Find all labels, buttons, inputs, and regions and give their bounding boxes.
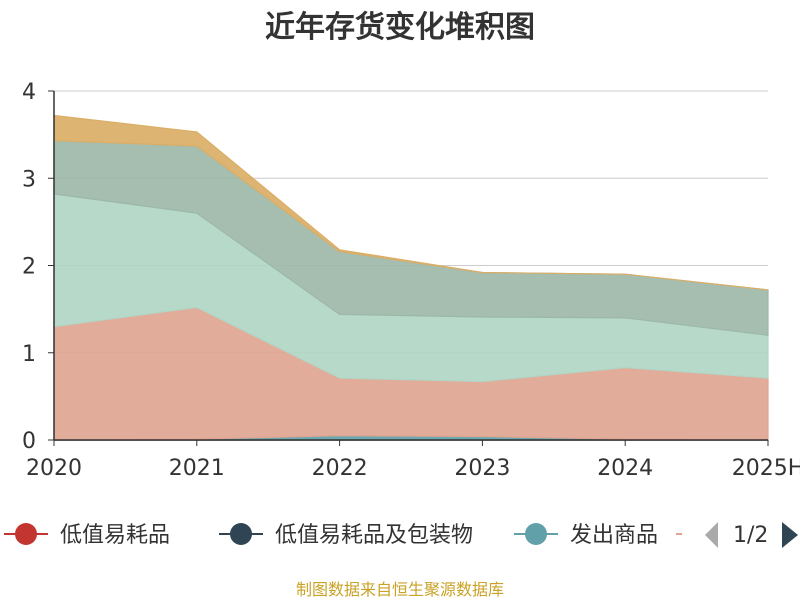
y-tick-label: 3 bbox=[22, 167, 36, 192]
series-area-7 bbox=[53, 114, 769, 291]
y-tick-label: 4 bbox=[22, 80, 36, 105]
legend: 低值易耗品 低值易耗品及包装物 发出商品 bbox=[4, 523, 682, 548]
legend-item: 低值易耗品及包装物 bbox=[219, 523, 473, 548]
legend-item: 低值易耗品 bbox=[4, 523, 170, 548]
legend-label: 发出商品 bbox=[570, 523, 658, 548]
x-tick-label: 2025H bbox=[732, 456, 800, 481]
legend-page-indicator: 1/2 bbox=[733, 523, 768, 548]
x-tick-label: 2021 bbox=[169, 456, 225, 481]
x-tick-label: 2022 bbox=[312, 456, 368, 481]
legend-marker bbox=[230, 523, 252, 545]
axes: 0 1 2 3 4 2020 2021 2022 2023 2024 2025H bbox=[22, 80, 800, 481]
legend-marker bbox=[525, 523, 547, 545]
y-tick-label: 0 bbox=[22, 429, 36, 454]
legend-label: 低值易耗品及包装物 bbox=[275, 523, 473, 548]
legend-pager: 1/2 bbox=[705, 522, 798, 548]
data-source-note: 制图数据来自恒生聚源数据库 bbox=[296, 580, 504, 599]
legend-next-icon[interactable] bbox=[782, 522, 798, 548]
x-tick-label: 2023 bbox=[454, 456, 510, 481]
legend-item: 发出商品 bbox=[514, 523, 658, 548]
y-tick-label: 2 bbox=[22, 255, 36, 280]
x-tick-label: 2024 bbox=[597, 456, 653, 481]
y-tick-label: 1 bbox=[22, 342, 36, 367]
series-areas bbox=[53, 114, 769, 441]
legend-marker bbox=[15, 523, 37, 545]
chart-title: 近年存货变化堆积图 bbox=[265, 10, 535, 45]
x-tick-label: 2020 bbox=[26, 456, 82, 481]
legend-prev-icon[interactable] bbox=[705, 522, 718, 548]
legend-label: 低值易耗品 bbox=[60, 523, 170, 548]
